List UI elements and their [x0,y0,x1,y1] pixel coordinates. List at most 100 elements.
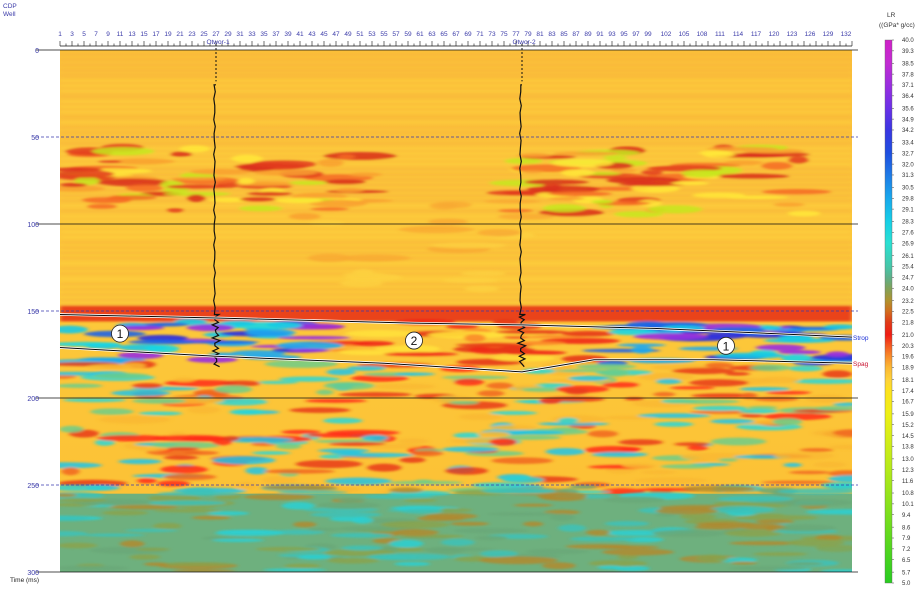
cdp-tick-label: 123 [787,31,798,38]
colorbar-value-label: 16.7 [902,400,914,406]
colorbar-value-label: 26.1 [902,254,914,260]
cdp-tick-label: 81 [536,31,544,38]
colorbar-value-label: 37.8 [902,72,914,78]
cdp-tick-label: 114 [733,31,744,38]
colorbar-value-label: 23.2 [902,299,914,305]
cdp-tick-label: 95 [620,31,628,38]
colorbar-value-label: 37.1 [902,83,914,89]
cdp-tick-label: 41 [296,31,304,38]
cdp-tick-label: 129 [823,31,834,38]
zone-marker-circle [111,324,129,343]
colorbar-value-label: 10.8 [902,491,914,497]
cdp-tick-label: 29 [224,31,232,38]
cdp-tick-label: 77 [512,31,520,38]
horizon-label-strop: Strop [853,335,869,342]
colorbar-value-label: 13.8 [902,445,914,451]
colorbar-units: ((GPa* g/cc) [879,22,915,29]
cdp-tick-label: 21 [176,31,184,38]
colorbar-value-label: 15.9 [902,412,914,418]
cdp-tick-label: 49 [344,31,352,38]
cdp-tick-label: 39 [284,31,292,38]
colorbar-value-label: 38.5 [902,61,914,67]
cdp-tick-label: 1 [58,31,62,38]
colorbar-value-label: 8.6 [902,525,911,531]
colorbar-value-label: 13.0 [902,457,914,463]
well-log-curve [210,84,222,368]
colorbar-value-label: 36.4 [902,94,914,100]
time-tick-label: 150 [27,309,39,316]
cdp-tick-label: 5 [82,31,86,38]
colorbar-value-label: 21.0 [902,333,914,339]
seismic-plot-area [60,50,852,572]
cdp-tick-label: 17 [152,31,160,38]
cdp-tick-label: 25 [200,31,208,38]
cdp-tick-label: 108 [697,31,708,38]
time-tick-label: 100 [27,222,39,229]
colorbar-value-label: 30.5 [902,186,914,192]
well-axis-label: Well [3,11,16,18]
colorbar-value-label: 35.6 [902,106,914,112]
colorbar-value-label: 34.9 [902,117,914,123]
cdp-tick-label: 47 [332,31,340,38]
colorbar-value-label: 9.4 [902,513,911,519]
time-gridlines [36,49,858,573]
cdp-tick-label: 99 [644,31,652,38]
colorbar-value-label: 32.0 [902,162,914,168]
cdp-tick-label: 117 [751,31,762,38]
cdp-tick-label: 23 [188,31,196,38]
time-tick-label: 50 [31,135,39,142]
colorbar-value-label: 12.3 [902,468,914,474]
zone-marker-label: 1 [117,327,124,341]
colorbar-value-label: 29.8 [902,196,914,202]
cdp-tick-label: 27 [212,31,220,38]
cdp-tick-label: 120 [769,31,780,38]
cdp-tick-label: 61 [416,31,424,38]
horizon-line [59,347,853,373]
cdp-tick-label: 126 [805,31,816,38]
cdp-tick-label: 3 [70,31,74,38]
zone-marker-label: 1 [723,339,730,353]
cdp-tick-label: 43 [308,31,316,38]
cdp-tick-label: 87 [572,31,580,38]
colorbar-value-label: 26.9 [902,241,914,247]
cdp-tick-label: 9 [106,31,110,38]
cdp-tick-label: 11 [117,31,124,38]
colorbar-value-label: 17.4 [902,389,914,395]
colorbar-value-label: 18.9 [902,366,914,372]
cdp-tick-label: 67 [452,31,460,38]
horizon-strop: Strop [59,313,869,342]
colorbar-value-label: 27.6 [902,231,914,237]
cdp-tick-label: 91 [596,31,604,38]
cdp-tick-label: 53 [368,31,376,38]
seismic-texture [60,53,852,572]
cdp-tick-label: 93 [608,31,616,38]
time-axis: 0 50 100 150 200 250 300 [27,48,39,577]
well-name-label: Otwor-1 [206,39,230,46]
cdp-tick-label: 89 [584,31,592,38]
time-tick-label: 300 [27,570,39,577]
cdp-tick-label: 45 [320,31,328,38]
cdp-tick-label: 35 [260,31,268,38]
horizon-label-spag: Spag [853,361,869,368]
cdp-tick-label: 85 [560,31,568,38]
colorbar-value-label: 20.3 [902,344,914,350]
cdp-tick-label: 63 [428,31,436,38]
colorbar-value-label: 32.7 [902,151,914,157]
colorbar-value-label: 40.0 [902,38,914,44]
cdp-tick-label: 65 [440,31,448,38]
colorbar-value-label: 25.4 [902,265,914,271]
cdp-tick-label: 57 [392,31,400,38]
colorbar-value-label: 5.7 [902,570,911,576]
colorbar-value-label: 31.3 [902,173,914,179]
cdp-tick-label: 73 [488,31,496,38]
time-tick-label: 200 [27,396,39,403]
well-logs: Otwor-1 Otwor-2 [206,39,536,368]
zone-marker-2: 2 [405,331,423,350]
colorbar-value-label: 11.6 [902,479,914,485]
cdp-tick-label: 105 [679,31,690,38]
colorbar-legend: LR ((GPa* g/cc) 40.0 39.3 38.5 37.8 37.1 36.4… [879,12,915,587]
cdp-axis-label: CDP [3,3,17,10]
well-Otwor-1: Otwor-1 [206,39,230,368]
cdp-tick-label: 69 [464,31,472,38]
